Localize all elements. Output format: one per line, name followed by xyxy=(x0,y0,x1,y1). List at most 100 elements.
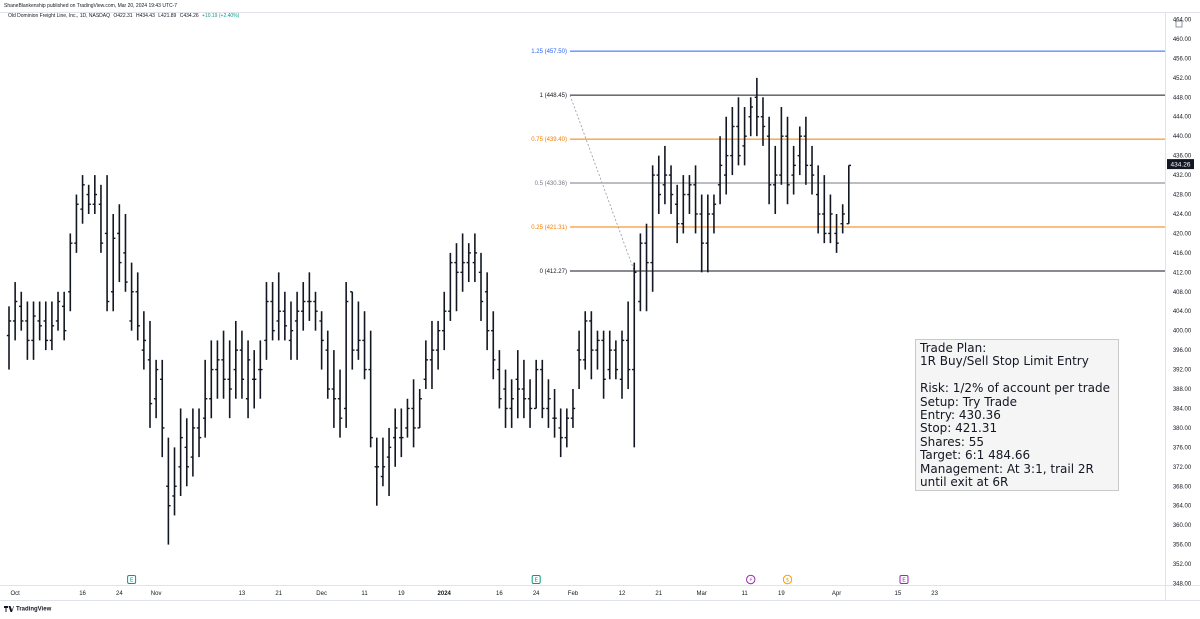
fib-retracement[interactable]: 1.25 (457.50) 1 (448.45) 0.75 (439.40) 0.5 … xyxy=(531,49,1165,275)
time-axis[interactable]: Oct 16 24 Nov 13 21 Dec 11 19 2024 16 24 Feb 12 21 Mar 1… xyxy=(10,591,938,597)
trade-plan-line: Target: 6:1 484.66 xyxy=(920,448,1031,463)
price-tick-label: 404.00 xyxy=(1173,309,1192,315)
ohlc-bar xyxy=(742,107,747,166)
ohlc-bar xyxy=(656,155,661,214)
ohlc-bar xyxy=(546,379,551,428)
ohlc-bar xyxy=(405,398,410,438)
tradingview-logo-icon xyxy=(4,606,14,612)
open-value: O422.31 xyxy=(113,13,133,19)
ohlc-bar xyxy=(331,350,337,428)
ohlc-bar xyxy=(350,291,355,370)
ohlc-bar xyxy=(411,379,416,448)
ohlc-bar xyxy=(570,389,576,428)
symbol-name[interactable]: Old Dominion Freight Line, Inc., 1D, NAS… xyxy=(8,13,110,19)
ohlc-bar xyxy=(380,437,386,487)
ohlc-bar xyxy=(117,204,122,283)
price-tick-label: 460.00 xyxy=(1173,37,1192,43)
ohlc-bar xyxy=(478,252,484,321)
ohlc-bar xyxy=(282,291,288,341)
ohlc-bar xyxy=(736,97,741,166)
ohlc-bar xyxy=(662,145,668,205)
event-marker: E xyxy=(127,575,137,584)
ohlc-bar xyxy=(791,145,796,195)
price-tick-label: 420.00 xyxy=(1173,231,1192,237)
ohlc-bar xyxy=(276,272,281,341)
time-tick-label: 12 xyxy=(619,591,626,597)
ohlc-bar xyxy=(552,389,557,438)
trade-plan-line: until exit at 6R xyxy=(920,475,1009,490)
footer-brand[interactable]: TradingView xyxy=(4,606,51,613)
event-markers[interactable]: E E ⚡ $ E xyxy=(127,574,909,585)
price-tick-label: 368.00 xyxy=(1173,484,1192,490)
fib-level-label: 0 (412.27) xyxy=(540,269,567,275)
price-axis[interactable]: 464.00 460.00 456.00 452.00 448.00 444.00 440.… xyxy=(1167,18,1194,588)
ohlc-bar xyxy=(558,408,563,458)
ohlc-bar xyxy=(153,359,159,419)
ohlc-bar xyxy=(86,184,91,214)
ohlc-bar xyxy=(583,311,588,370)
ohlc-bar xyxy=(147,320,153,428)
price-tick-label: 400.00 xyxy=(1173,329,1192,335)
ohlc-bar xyxy=(595,330,600,370)
ohlc-bar xyxy=(392,408,398,467)
ohlc-bar xyxy=(184,418,189,487)
ohlc-bar xyxy=(540,359,545,419)
trade-plan-line: Shares: 55 xyxy=(920,434,985,449)
event-marker: E xyxy=(899,575,909,584)
ohlc-bar xyxy=(98,184,104,253)
fib-level-label: 1 (448.45) xyxy=(540,93,567,99)
time-tick-label: Feb xyxy=(568,591,579,597)
ohlc-bar xyxy=(491,311,496,380)
ohlc-bar xyxy=(6,306,12,370)
event-marker: ⚡ xyxy=(746,574,756,585)
time-tick-label: 2024 xyxy=(438,591,452,597)
last-price-label: 434.26 xyxy=(1171,161,1191,168)
time-tick-label: 19 xyxy=(398,591,405,597)
ohlc-bar xyxy=(386,427,392,496)
ohlc-bar xyxy=(25,301,30,360)
ohlc-bar xyxy=(368,330,373,448)
footer-brand-name: TradingView xyxy=(16,606,52,613)
time-tick-label: Oct xyxy=(10,591,20,597)
trade-plan-line xyxy=(920,369,1114,382)
fib-level-label: 0.25 (421.31) xyxy=(531,225,567,231)
price-tick-label: 444.00 xyxy=(1173,115,1192,121)
ohlc-bar xyxy=(533,359,539,410)
event-marker-label: E xyxy=(130,578,134,584)
fib-trend-line xyxy=(569,94,635,272)
trade-plan-line: Entry: 430.36 xyxy=(920,408,1001,423)
earnings-icon xyxy=(127,575,137,584)
ohlc-bar xyxy=(515,350,520,419)
ohlc-bar xyxy=(92,175,98,214)
ohlc-bar xyxy=(484,272,490,351)
ohlc-bar xyxy=(307,272,312,321)
top-bar: ShaneBlankenship published on TradingVie… xyxy=(0,0,1200,12)
ohlc-bar xyxy=(141,311,147,370)
ohlc-bar xyxy=(497,350,502,409)
ohlc-bar xyxy=(209,340,214,419)
ohlc-bar xyxy=(374,437,379,506)
ohlc-bar xyxy=(613,340,619,380)
ohlc-bar xyxy=(632,262,637,448)
event-marker-label: ⚡ xyxy=(749,577,753,584)
price-tick-label: 416.00 xyxy=(1173,251,1192,257)
ohlc-bar xyxy=(429,320,435,390)
earnings-icon xyxy=(531,575,541,584)
ohlc-bar xyxy=(779,107,784,185)
ohlc-bar xyxy=(227,340,232,419)
ohlc-bar xyxy=(61,291,67,341)
dividend-icon xyxy=(782,574,793,585)
ohlc-bar xyxy=(815,165,821,234)
time-tick-label: 21 xyxy=(275,591,282,597)
symbol-legend: Old Dominion Freight Line, Inc., 1D, NAS… xyxy=(8,13,241,19)
ohlc-bar xyxy=(705,194,711,273)
ohlc-bar xyxy=(724,116,729,195)
price-tick-label: 428.00 xyxy=(1173,193,1192,199)
ohlc-bar xyxy=(460,233,465,292)
ohlc-bar xyxy=(503,369,508,428)
trade-plan-note[interactable]: Trade Plan: 1R Buy/Sell Stop Limit Entry… xyxy=(915,339,1119,491)
time-tick-label: 23 xyxy=(931,591,938,597)
time-tick-label: 15 xyxy=(895,591,902,597)
event-marker: E xyxy=(531,575,541,584)
